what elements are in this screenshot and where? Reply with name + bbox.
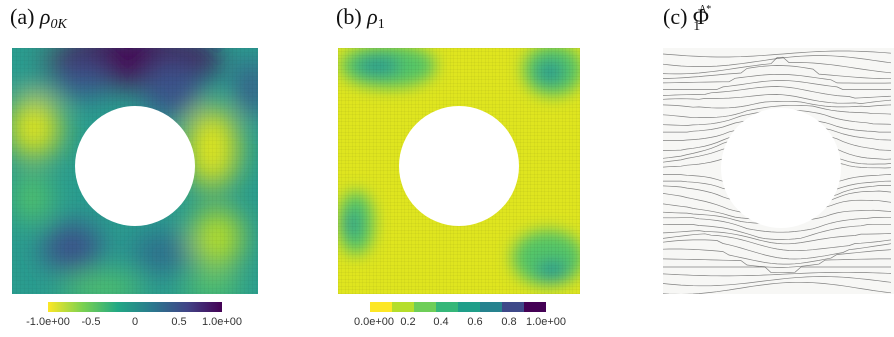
streamline	[663, 266, 891, 274]
streamline	[663, 50, 892, 58]
colorbar-b-tick: 0.2	[400, 316, 416, 328]
streamline	[663, 94, 892, 104]
streamline	[663, 104, 892, 119]
colorbar-b-tick: 1.0e+00	[525, 316, 567, 328]
panel-c-superscript: A*	[699, 4, 712, 15]
panel-c-label: (c) ΦA* 1	[663, 4, 728, 34]
streamline	[663, 271, 892, 277]
streamline	[663, 217, 891, 233]
colorbar-b-tick: 0.6	[467, 316, 483, 328]
panel-b-symbol: ρ	[367, 4, 378, 29]
streamline	[663, 230, 892, 245]
streamline	[663, 233, 892, 252]
panel-c-prefix: (c)	[663, 4, 688, 29]
colorbar-a-tick: 0.5	[171, 316, 187, 328]
streamline	[663, 56, 892, 75]
streamline	[663, 224, 891, 240]
cylinder-hole-c	[721, 108, 841, 228]
colorbar-b-tick: 0.4	[433, 316, 449, 328]
streamline	[663, 73, 892, 84]
streamline	[663, 65, 891, 80]
panel-a-subscript: 0K	[50, 17, 67, 32]
streamline	[663, 258, 891, 268]
panel-b-subscript: 1	[377, 17, 385, 32]
panel-c-subscript: 1	[693, 19, 701, 34]
panel-a-symbol: ρ	[39, 4, 51, 29]
phi1-streamline-map	[663, 48, 894, 294]
colorbar-a	[48, 302, 222, 312]
colorbar-a-tick: 0	[131, 316, 139, 328]
streamline	[663, 55, 892, 67]
panel-a-label: (a) ρ0K	[10, 4, 67, 33]
streamline	[663, 248, 892, 265]
colorbar-a-tick: 1.0e+00	[201, 316, 243, 328]
panel-b-label: (b) ρ1	[336, 4, 385, 33]
streamline	[663, 100, 892, 109]
streamline	[663, 281, 892, 294]
streamline	[663, 80, 892, 90]
panel-b-prefix: (b)	[336, 4, 362, 29]
rho0k-field-map	[12, 48, 258, 294]
streamline	[663, 276, 892, 287]
colorbar-a-tick: -0.5	[81, 316, 101, 328]
rho1-field-map	[338, 48, 580, 294]
colorbar-b-tick: 0.8	[501, 316, 517, 328]
streamline	[663, 239, 892, 260]
cylinder-hole-a	[75, 106, 195, 226]
colorbar-a-tick: -1.0e+00	[26, 316, 70, 328]
panel-a-prefix: (a)	[10, 4, 35, 29]
colorbar-b	[370, 302, 546, 312]
colorbar-b-tick: 0.0e+00	[353, 316, 395, 328]
panel-c-symbol: Φ	[692, 4, 710, 29]
cylinder-hole-b	[399, 106, 519, 226]
streamline	[663, 86, 892, 99]
